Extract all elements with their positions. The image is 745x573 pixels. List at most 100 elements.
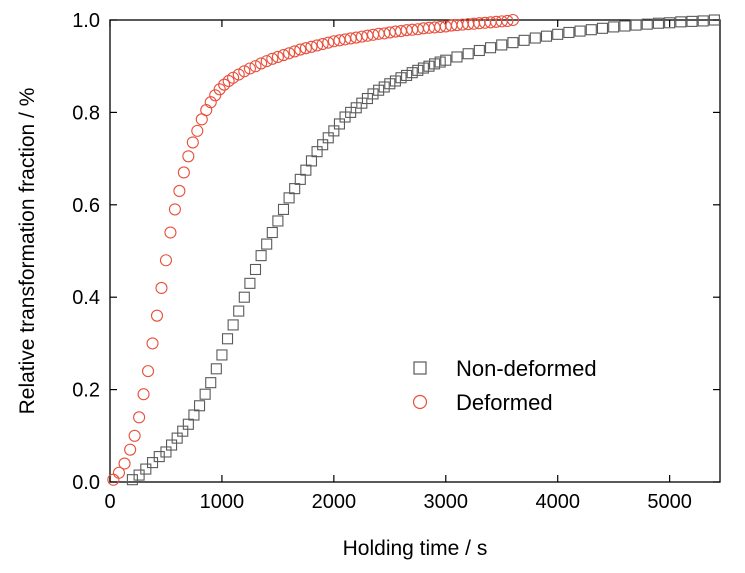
data-point — [462, 48, 474, 60]
data-point — [227, 319, 239, 331]
data-point — [316, 37, 329, 51]
series-non-deformed — [126, 14, 720, 486]
data-point — [160, 446, 172, 458]
data-point — [243, 62, 256, 75]
data-point — [168, 203, 181, 216]
data-point — [173, 184, 186, 197]
data-point — [496, 39, 508, 51]
data-point — [133, 411, 146, 424]
data-point — [675, 16, 687, 28]
x-axis-label: Holding time / s — [343, 537, 488, 560]
plot-border — [109, 19, 721, 483]
data-point — [506, 13, 519, 27]
data-point — [322, 36, 335, 49]
data-point — [417, 62, 429, 74]
data-point — [137, 388, 150, 401]
data-point — [266, 52, 279, 65]
x-tick-label: 3000 — [424, 491, 469, 513]
data-point — [260, 55, 273, 68]
data-point — [155, 281, 168, 295]
data-point — [697, 15, 709, 27]
x-tick-label: 0 — [104, 491, 115, 513]
data-point — [686, 15, 698, 27]
data-point — [177, 425, 189, 437]
data-point — [199, 388, 211, 400]
data-point — [585, 24, 597, 36]
data-point — [164, 226, 177, 239]
tick-labels: 0 1000 2000 3000 4000 5000 0.0 0.2 0.4 0.6 0.8 1.0 — [72, 10, 692, 513]
x-tick-label: 5000 — [647, 491, 692, 513]
data-point — [708, 14, 720, 26]
data-point — [311, 146, 323, 158]
legend: Non-deformed Deformed — [412, 356, 597, 415]
data-point — [210, 363, 222, 375]
data-point — [305, 155, 318, 167]
data-point — [177, 166, 190, 179]
data-point — [608, 21, 620, 33]
data-point — [171, 432, 183, 444]
legend-label: Non-deformed — [456, 356, 597, 381]
data-point — [188, 409, 200, 421]
y-tick-label: 0.6 — [72, 195, 100, 217]
data-point — [333, 118, 345, 130]
data-point — [485, 42, 497, 54]
data-point — [216, 349, 228, 361]
data-point — [166, 439, 178, 451]
data-point — [249, 60, 262, 73]
data-point — [574, 25, 586, 37]
data-point — [238, 291, 250, 303]
data-point — [619, 20, 631, 32]
data-point — [305, 40, 318, 53]
data-point — [159, 254, 173, 267]
data-point — [412, 64, 424, 76]
data-point — [255, 57, 268, 70]
data-point — [552, 28, 564, 40]
data-point — [146, 337, 159, 350]
x-tick-label: 1000 — [200, 491, 245, 513]
data-point — [261, 238, 273, 250]
data-point — [322, 132, 334, 144]
plot-frame — [109, 19, 721, 483]
data-point — [277, 203, 290, 215]
data-point — [328, 125, 340, 137]
data-point — [299, 42, 312, 55]
data-point — [271, 50, 284, 64]
data-point — [221, 333, 234, 345]
data-point — [664, 17, 676, 29]
series-deformed — [107, 13, 519, 486]
legend-square-icon — [413, 361, 427, 375]
data-point — [389, 75, 401, 87]
data-point — [146, 457, 159, 469]
legend-label: Deformed — [456, 390, 553, 415]
data-point — [133, 469, 145, 481]
data-point — [140, 463, 152, 475]
data-point — [191, 124, 204, 137]
data-point — [283, 192, 295, 204]
y-tick-label: 1.0 — [72, 10, 100, 32]
data-point — [218, 78, 231, 91]
data-point — [272, 215, 284, 227]
data-point — [501, 14, 514, 27]
data-point — [300, 164, 312, 176]
y-tick-label: 0.4 — [72, 287, 100, 309]
data-point — [249, 263, 262, 276]
data-point — [244, 277, 256, 289]
data-point — [434, 56, 446, 68]
data-point — [118, 457, 131, 470]
data-point — [451, 51, 463, 63]
y-tick-label: 0.2 — [72, 380, 100, 402]
data-point — [406, 67, 418, 79]
data-point — [283, 47, 296, 60]
y-tick-label: 0.0 — [72, 472, 100, 494]
data-point — [373, 84, 385, 96]
data-point — [317, 139, 329, 151]
data-point — [423, 60, 435, 72]
data-point — [277, 49, 290, 62]
data-point — [193, 400, 206, 412]
data-point — [384, 78, 396, 90]
data-point — [652, 17, 664, 29]
data-point — [204, 96, 217, 109]
legend-circle-icon — [412, 394, 428, 410]
